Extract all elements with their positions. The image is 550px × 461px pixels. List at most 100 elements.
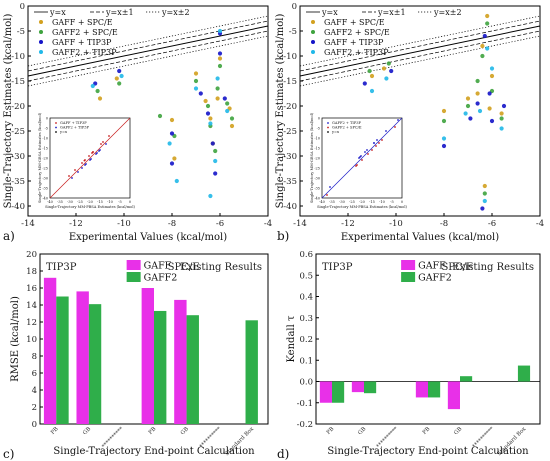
inset-data-point — [371, 149, 373, 151]
data-point — [167, 141, 172, 146]
bar — [141, 288, 154, 424]
data-point — [203, 98, 208, 104]
inset-y-tick-label: -20 — [314, 157, 320, 161]
inset-data-point — [385, 130, 387, 132]
data-point — [468, 116, 473, 121]
inset-y-label: Single-Trajectory MM-GBSA Estimates (kca… — [310, 112, 314, 203]
data-point — [482, 198, 487, 204]
inset-data-point — [71, 177, 73, 179]
legend-swatch — [401, 272, 416, 282]
data-point — [362, 81, 367, 86]
data-point — [208, 193, 213, 199]
data-point — [480, 53, 485, 59]
y-axis-label: Kendall τ — [286, 315, 297, 362]
inset-data-point — [88, 155, 90, 157]
y-tick-label: 0 — [292, 2, 297, 12]
panel-label: b) — [277, 229, 289, 243]
y-tick-label: -0.1 — [297, 399, 313, 409]
inset-legend-label: y=x — [59, 130, 67, 134]
inset-x-tick-label: 0 — [129, 200, 131, 204]
inset-legend-label: GAFF2 + TIP3P — [60, 126, 90, 130]
data-point — [369, 88, 375, 94]
data-point — [475, 78, 480, 84]
legend-label: GAFF + SPC/E — [52, 18, 113, 27]
inset-data-point — [381, 139, 383, 141]
data-point — [217, 28, 223, 34]
bar — [88, 304, 102, 424]
inset-legend-label: GAFF + TIP3P — [60, 121, 87, 125]
data-point — [225, 101, 230, 106]
inset-legend-label: GAFF2 + SPC/E — [332, 126, 362, 130]
data-point — [97, 96, 103, 101]
bar — [447, 381, 460, 410]
inset-legend-marker — [327, 122, 329, 124]
legend-label: GAFF — [144, 261, 172, 272]
scatter-panel-b: -14 -12 -10 -8 -6 -40-5-10-15-20-25-30-35-40E… — [275, 2, 544, 243]
inset-data-point — [74, 169, 76, 171]
inset-x-tick-label: -35 — [57, 200, 63, 204]
reference-line — [299, 35, 541, 87]
y-tick-label: -20 — [283, 102, 297, 112]
x-category-label: PB — [422, 426, 432, 436]
x-tick-label: -8 — [168, 219, 176, 229]
x-tick-label: -6 — [216, 219, 224, 229]
bar — [43, 277, 57, 424]
bar — [460, 376, 473, 382]
legend-label: GAFF2 — [418, 273, 452, 284]
data-point — [499, 111, 504, 116]
inset-y-tick-label: -25 — [314, 167, 320, 171]
legend-marker — [311, 50, 315, 54]
y-tick-label: -5 — [17, 27, 25, 37]
legend-label: GAFF — [418, 261, 446, 272]
y-tick-label: 0 — [32, 420, 37, 430]
y-tick-label: 12 — [26, 318, 37, 328]
reference-line — [27, 35, 269, 87]
legend-marker — [39, 50, 43, 54]
y-tick-label: -25 — [11, 127, 25, 137]
y-tick-label: -0.2 — [297, 420, 313, 430]
inset-data-point — [367, 153, 369, 155]
inset-x-label: Single-Trajectory MM-PBSA Estimates (kca… — [45, 205, 135, 209]
data-point — [465, 103, 471, 109]
data-point — [485, 21, 490, 26]
inset-y-tick-label: -30 — [42, 177, 48, 181]
y-tick-label: -15 — [283, 77, 297, 87]
inset-x-tick-label: -15 — [369, 200, 375, 204]
bar — [186, 315, 199, 424]
data-point — [90, 83, 95, 89]
y-tick-label: 0.5 — [299, 271, 313, 281]
x-tick-label: -6 — [488, 219, 496, 229]
inset-data-point — [92, 151, 94, 153]
legend-label: GAFF2 — [144, 273, 178, 284]
group-label: Existing Results — [452, 262, 534, 273]
bar — [517, 365, 531, 382]
y-tick-label: 2 — [32, 403, 37, 413]
inset-data-point — [100, 143, 102, 145]
data-point — [215, 86, 220, 91]
inset-y-tick-label: -40 — [314, 197, 320, 201]
inset-legend-label: GAFF2 + TIP3P — [332, 121, 362, 125]
inset-x-tick-label: -25 — [77, 200, 83, 204]
x-category-label: PB — [50, 426, 60, 436]
inset-x-tick-label: -40 — [47, 200, 53, 204]
legend-label: y=x±2 — [433, 8, 462, 17]
x-category-label: GB — [357, 426, 367, 436]
data-point — [477, 108, 483, 114]
inset-data-point — [81, 167, 83, 169]
y-tick-label: -15 — [11, 77, 25, 87]
legend-label: GAFF2 + TIP3P — [324, 48, 389, 57]
inset-data-point — [373, 142, 375, 144]
y-tick-label: 0.4 — [299, 293, 313, 303]
x-category-label: GB — [82, 426, 92, 436]
bar — [154, 310, 167, 424]
x-tick-label: -12 — [341, 219, 355, 229]
data-point — [367, 68, 372, 74]
data-point — [489, 73, 495, 79]
data-point — [210, 141, 215, 146]
group-label: Existing Results — [180, 262, 262, 273]
inset-y-tick-label: -35 — [314, 187, 320, 191]
legend-marker — [39, 20, 43, 24]
inset-data-point — [364, 151, 366, 153]
